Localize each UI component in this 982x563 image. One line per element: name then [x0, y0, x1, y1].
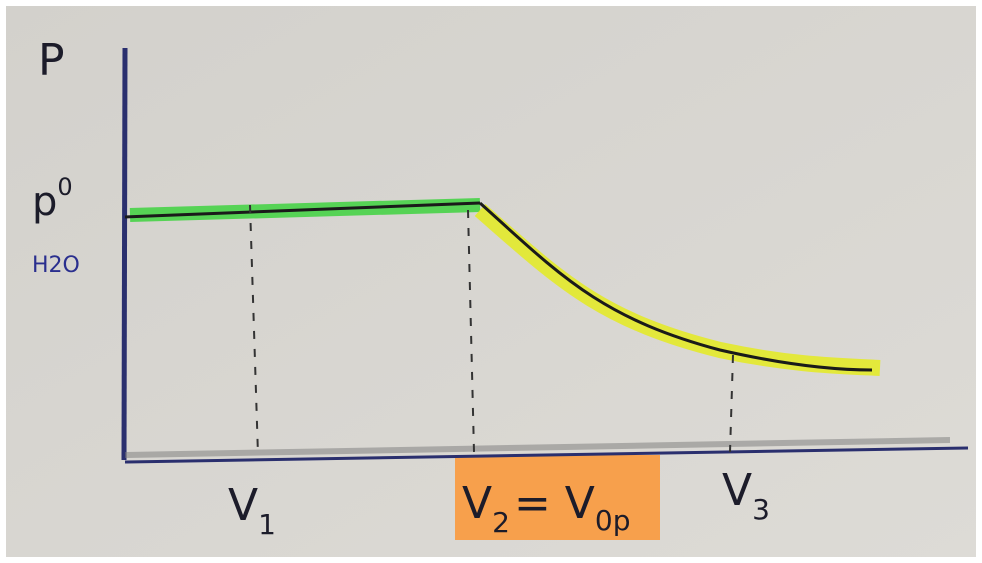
y-axis [124, 48, 125, 460]
mark-base: V [228, 480, 258, 531]
level-subscript: H2O [32, 253, 80, 278]
mark-base: V [722, 465, 752, 516]
mark-sub: 2 [492, 506, 510, 539]
mark-base: V [462, 478, 492, 529]
level-superscript: 0 [57, 173, 72, 201]
level-symbol: p [32, 179, 57, 225]
mark-sub: 3 [752, 493, 770, 526]
sketch: P p0 H2O V1 V2= V0p V3 [0, 0, 982, 563]
y-axis-label: P [38, 35, 65, 86]
mark-rest-sub: 0p [595, 504, 631, 537]
mark-rest: = V [514, 478, 595, 529]
mark-sub: 1 [258, 508, 276, 541]
